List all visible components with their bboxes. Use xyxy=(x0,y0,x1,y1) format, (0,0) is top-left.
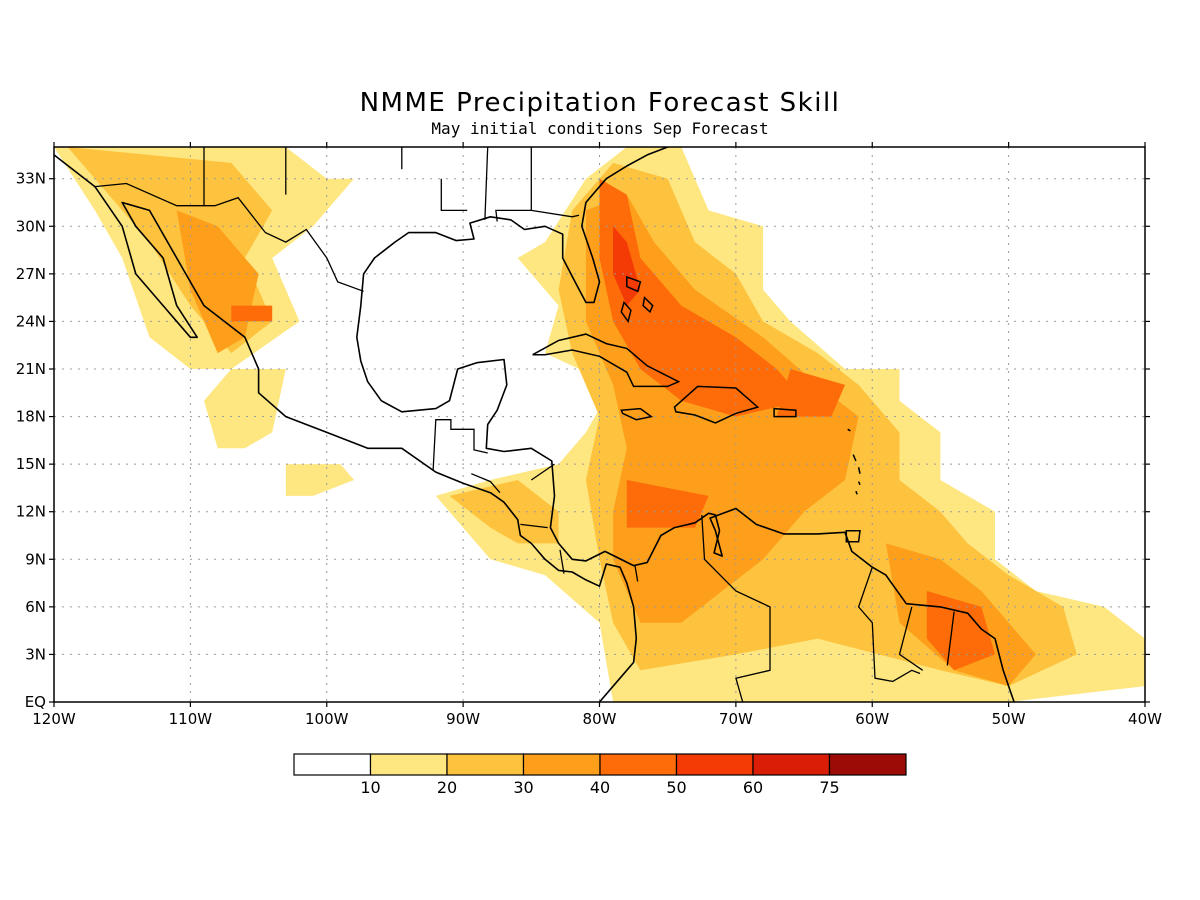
lat-tick-label: 6N xyxy=(25,598,46,616)
colorbar-swatch xyxy=(752,753,831,776)
lon-tick-label: 80W xyxy=(583,710,617,728)
lat-tick-label: 3N xyxy=(25,645,46,663)
country-border xyxy=(634,565,639,582)
lat-tick-label: 30N xyxy=(16,217,46,235)
country-border xyxy=(471,473,501,494)
country-border xyxy=(530,463,555,481)
island-outline xyxy=(855,490,858,495)
lat-tick-label: 24N xyxy=(16,312,46,330)
island-outline xyxy=(620,407,654,421)
colorbar-label: 50 xyxy=(666,778,686,797)
coastlines xyxy=(54,147,1015,702)
colorbar-swatch xyxy=(293,753,372,776)
country-border xyxy=(701,514,771,702)
colorbar: 10 20 30 40 50 60 75 xyxy=(293,753,907,797)
island-outline xyxy=(845,529,861,543)
colorbar-label: 60 xyxy=(743,778,763,797)
lat-tick-label: 15N xyxy=(16,455,46,473)
lon-tick-label: 90W xyxy=(446,710,480,728)
island-outline xyxy=(773,407,797,418)
colorbar-swatch xyxy=(369,753,448,776)
island-outline xyxy=(620,300,632,324)
coastline xyxy=(355,147,1015,702)
country-border xyxy=(495,147,532,222)
island-outline xyxy=(857,467,861,474)
colorbar-swatch xyxy=(599,753,678,776)
skill-shading xyxy=(54,147,1145,702)
skill-region-level-1 xyxy=(285,464,354,496)
lon-tick-label: 110W xyxy=(169,710,213,728)
colorbar-swatch xyxy=(828,753,907,776)
lon-tick-label: 40W xyxy=(1128,710,1162,728)
country-border xyxy=(531,209,580,218)
skill-region-level-5 xyxy=(613,226,641,306)
lat-tick-label: 21N xyxy=(16,360,46,378)
country-border xyxy=(94,182,364,292)
lat-tick-label: 12N xyxy=(16,503,46,521)
island-outline xyxy=(857,481,861,486)
colorbar-swatch xyxy=(446,753,525,776)
country-border xyxy=(520,523,548,529)
island-outline xyxy=(673,385,760,424)
skill-region-level-4 xyxy=(599,178,805,417)
country-border xyxy=(559,549,565,574)
country-border xyxy=(432,419,488,471)
lat-tick-label: 9N xyxy=(25,550,46,568)
colorbar-label: 10 xyxy=(360,778,380,797)
lat-tick-label: EQ xyxy=(25,693,46,711)
skill-region-level-4 xyxy=(231,305,273,322)
island-outline xyxy=(626,275,642,293)
colorbar-label: 40 xyxy=(590,778,610,797)
colorbar-label: 20 xyxy=(437,778,457,797)
colorbar-swatch xyxy=(675,753,754,776)
colorbar-swatch xyxy=(522,753,601,776)
gridlines xyxy=(54,147,1145,702)
lon-tick-label: 70W xyxy=(719,710,753,728)
country-border xyxy=(898,606,924,671)
skill-region-level-1 xyxy=(204,369,286,449)
island-outline xyxy=(532,333,681,388)
lat-tick-label: 27N xyxy=(16,265,46,283)
lat-tick-label: 18N xyxy=(16,408,46,426)
island-outline xyxy=(852,454,857,462)
chart-title: NMME Precipitation Forecast Skill xyxy=(360,88,841,118)
lon-tick-label: 100W xyxy=(305,710,349,728)
map-area xyxy=(54,147,1145,702)
chart-subtitle: May initial conditions Sep Forecast xyxy=(431,119,768,138)
skill-region-level-4 xyxy=(776,369,845,417)
island-outline xyxy=(847,428,851,432)
lat-tick-label: 33N xyxy=(16,170,46,188)
country-border xyxy=(946,611,955,666)
lon-tick-label: 120W xyxy=(32,710,76,728)
colorbar-label: 75 xyxy=(819,778,839,797)
skill-region-level-4 xyxy=(626,480,709,528)
island-outline xyxy=(642,296,654,314)
coastline xyxy=(54,154,638,702)
lon-tick-label: 50W xyxy=(992,710,1026,728)
skill-region-level-4 xyxy=(926,591,995,671)
map-axes: 120W 110W 100W 90W 80W 70W 60W 50W 40W EQ 3N 6N 9N 12… xyxy=(16,142,1162,728)
country-border xyxy=(857,566,921,683)
lon-tick-label: 60W xyxy=(855,710,889,728)
skill-region-level-2 xyxy=(449,480,559,544)
country-border xyxy=(484,147,489,220)
colorbar-label: 30 xyxy=(513,778,533,797)
country-border xyxy=(440,178,468,212)
